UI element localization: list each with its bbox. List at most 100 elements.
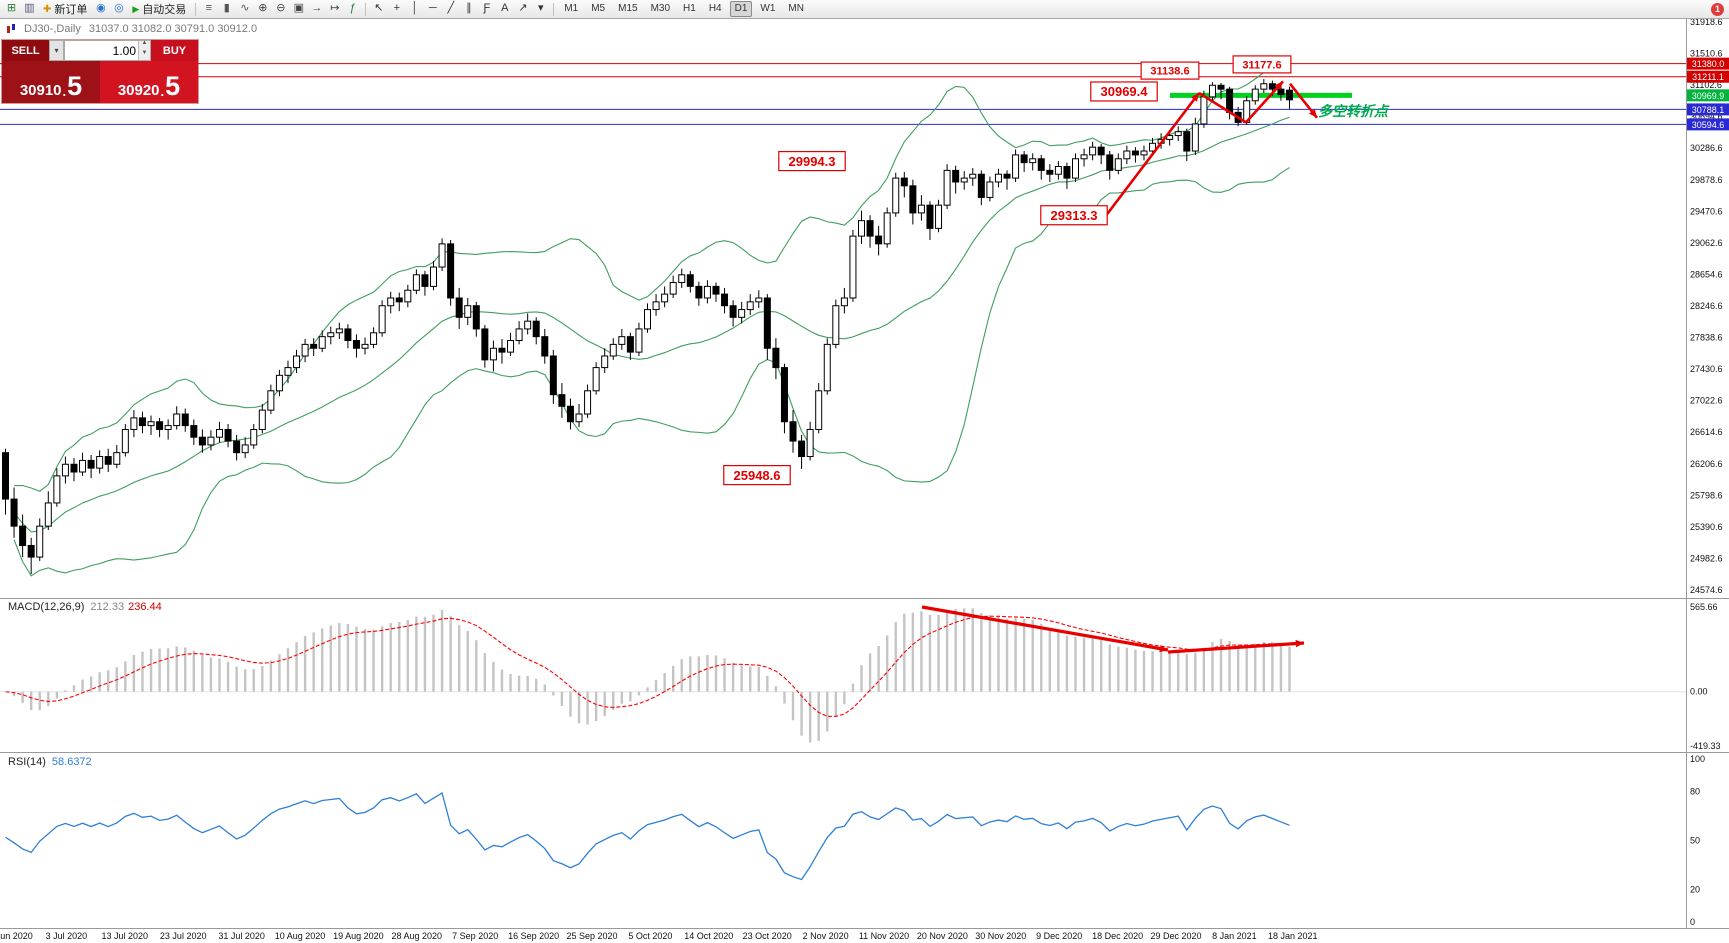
- tile-windows-icon[interactable]: ▣: [293, 2, 305, 14]
- svg-text:7 Sep 2020: 7 Sep 2020: [452, 931, 498, 941]
- svg-text:31138.6: 31138.6: [1150, 66, 1189, 78]
- timeframe-bar: M1 M5 M15 M30 H1 H4 D1 W1 MN: [558, 1, 810, 17]
- timeframe-m1[interactable]: M1: [564, 3, 579, 14]
- autotrade-label: 自动交易: [142, 4, 187, 16]
- timeframe-m15[interactable]: M15: [618, 3, 638, 14]
- svg-text:18 Jan 2021: 18 Jan 2021: [1268, 931, 1318, 941]
- indicators-icon[interactable]: ƒ: [349, 2, 356, 14]
- sell-price-dot: .: [62, 84, 67, 99]
- svg-text:3 Jul 2020: 3 Jul 2020: [46, 931, 88, 941]
- svg-text:29313.3: 29313.3: [1051, 208, 1098, 223]
- market-watch-icon[interactable]: ◉: [96, 2, 106, 14]
- autotrade-button[interactable]: ▶ 自动交易: [127, 1, 191, 17]
- svg-text:31510.6: 31510.6: [1690, 49, 1723, 59]
- chart-line-icon[interactable]: ∿: [240, 2, 250, 14]
- svg-text:31918.6: 31918.6: [1690, 17, 1723, 27]
- macd-main-value: 212.33: [90, 601, 125, 613]
- auto-scroll-icon[interactable]: →: [311, 2, 323, 14]
- volume-down-arrow[interactable]: ▼: [139, 50, 150, 60]
- sell-price[interactable]: 30910 . 5: [2, 61, 100, 103]
- timeframe-w1[interactable]: W1: [760, 3, 776, 14]
- chart-window-icon: [7, 24, 15, 33]
- horizontal-line-icon[interactable]: ─: [428, 2, 437, 14]
- timeframe-h1[interactable]: H1: [683, 3, 696, 14]
- chart-candles-icon[interactable]: ▮: [223, 2, 230, 14]
- rsi-value: 58.6372: [51, 756, 92, 768]
- svg-text:31211.1: 31211.1: [1692, 72, 1724, 82]
- cursor-icon[interactable]: ↖: [374, 2, 384, 14]
- sell-button[interactable]: SELL: [2, 40, 49, 61]
- svg-text:9 Dec 2020: 9 Dec 2020: [1036, 931, 1082, 941]
- svg-text:16 Sep 2020: 16 Sep 2020: [508, 931, 559, 941]
- svg-text:10 Aug 2020: 10 Aug 2020: [275, 931, 326, 941]
- autotrade-icon: ▶: [132, 3, 140, 14]
- toolbar-separator: [553, 2, 555, 16]
- fibonacci-icon[interactable]: Ƒ: [483, 2, 491, 14]
- timeframe-h4[interactable]: H4: [708, 3, 722, 14]
- volume-dropdown[interactable]: ▾: [49, 40, 64, 61]
- svg-text:31177.6: 31177.6: [1242, 59, 1281, 71]
- svg-text:20 Nov 2020: 20 Nov 2020: [917, 931, 968, 941]
- crosshair-icon[interactable]: +: [393, 2, 401, 14]
- svg-text:24982.6: 24982.6: [1690, 553, 1723, 563]
- svg-text:19 Aug 2020: 19 Aug 2020: [333, 931, 384, 941]
- channel-icon[interactable]: ∥: [466, 2, 472, 14]
- rsi-panel[interactable]: [5, 791, 1290, 881]
- svg-text:31102.6: 31102.6: [1690, 80, 1722, 90]
- svg-text:23 Jul 2020: 23 Jul 2020: [160, 931, 207, 941]
- svg-text:80: 80: [1690, 787, 1700, 797]
- svg-text:5 Oct 2020: 5 Oct 2020: [628, 931, 672, 941]
- svg-text:28654.6: 28654.6: [1690, 269, 1723, 279]
- zoom-in-icon[interactable]: ⊕: [258, 2, 268, 14]
- svg-text:29878.6: 29878.6: [1690, 175, 1723, 185]
- svg-text:29994.3: 29994.3: [789, 154, 836, 169]
- svg-text:30286.6: 30286.6: [1690, 143, 1723, 153]
- svg-text:23 Oct 2020: 23 Oct 2020: [743, 931, 792, 941]
- macd-panel[interactable]: [0, 605, 1686, 743]
- timeframe-m5[interactable]: M5: [591, 3, 606, 14]
- svg-text:14 Oct 2020: 14 Oct 2020: [684, 931, 733, 941]
- svg-text:27022.6: 27022.6: [1690, 396, 1723, 406]
- svg-text:25 Sep 2020: 25 Sep 2020: [566, 931, 617, 941]
- timeframe-mn[interactable]: MN: [788, 3, 804, 14]
- main-chart-panel[interactable]: 31138.6 31177.6 30969.4 29994.3 29313.3 25948…: [0, 55, 1686, 577]
- arrows-icon[interactable]: ↗: [518, 2, 528, 14]
- svg-text:29 Dec 2020: 29 Dec 2020: [1150, 931, 1201, 941]
- svg-text:30 Nov 2020: 30 Nov 2020: [975, 931, 1026, 941]
- chart-profiles-icon[interactable]: ▥: [24, 2, 35, 14]
- chart-shift-icon[interactable]: ↦: [330, 2, 340, 14]
- trendline-icon[interactable]: ╱: [447, 2, 455, 14]
- buy-price[interactable]: 30920 . 5: [100, 61, 198, 103]
- buy-button[interactable]: BUY: [151, 40, 198, 61]
- svg-text:25798.6: 25798.6: [1690, 490, 1723, 500]
- svg-text:20: 20: [1690, 884, 1700, 894]
- svg-text:8 Jan 2021: 8 Jan 2021: [1212, 931, 1257, 941]
- toolbar-icon-group-drawing-tools: ↖ + │ ─ ╱ ∥ Ƒ A ↗ ▾: [370, 1, 549, 17]
- text-icon[interactable]: A: [501, 2, 509, 14]
- volume-up-arrow[interactable]: ▲: [139, 40, 150, 51]
- vertical-line-icon[interactable]: │: [411, 2, 419, 14]
- timeframe-m30[interactable]: M30: [650, 3, 671, 14]
- chart-ohlc-values: 31037.0 31082.0 30791.0 30912.0: [88, 23, 258, 35]
- toolbar-separator: [365, 2, 367, 16]
- svg-text:29062.6: 29062.6: [1690, 238, 1723, 248]
- svg-text:30969.4: 30969.4: [1101, 84, 1149, 99]
- chart-title: DJ30-,Daily 31037.0 31082.0 30791.0 3091…: [6, 23, 257, 35]
- timeframe-d1[interactable]: D1: [729, 1, 753, 17]
- svg-text:28246.6: 28246.6: [1690, 301, 1723, 311]
- zoom-out-icon[interactable]: ⊖: [276, 2, 286, 14]
- buy-price-dot: .: [160, 84, 165, 99]
- svg-text:-419.33: -419.33: [1690, 741, 1721, 751]
- svg-text:27838.6: 27838.6: [1690, 333, 1723, 343]
- new-order-button[interactable]: ✚ 新订单: [38, 1, 92, 17]
- chart-bars-icon[interactable]: ≡: [205, 2, 213, 14]
- notification-badge[interactable]: 1: [1711, 2, 1724, 16]
- data-window-icon[interactable]: ◎: [114, 2, 124, 14]
- volume-input[interactable]: [65, 41, 138, 60]
- svg-text:23 Jun 2020: 23 Jun 2020: [0, 931, 33, 941]
- new-chart-icon[interactable]: ⊞: [6, 2, 17, 14]
- svg-text:25948.6: 25948.6: [734, 468, 781, 483]
- shapes-dropdown-icon[interactable]: ▾: [538, 2, 544, 14]
- new-order-label: 新订单: [54, 4, 88, 16]
